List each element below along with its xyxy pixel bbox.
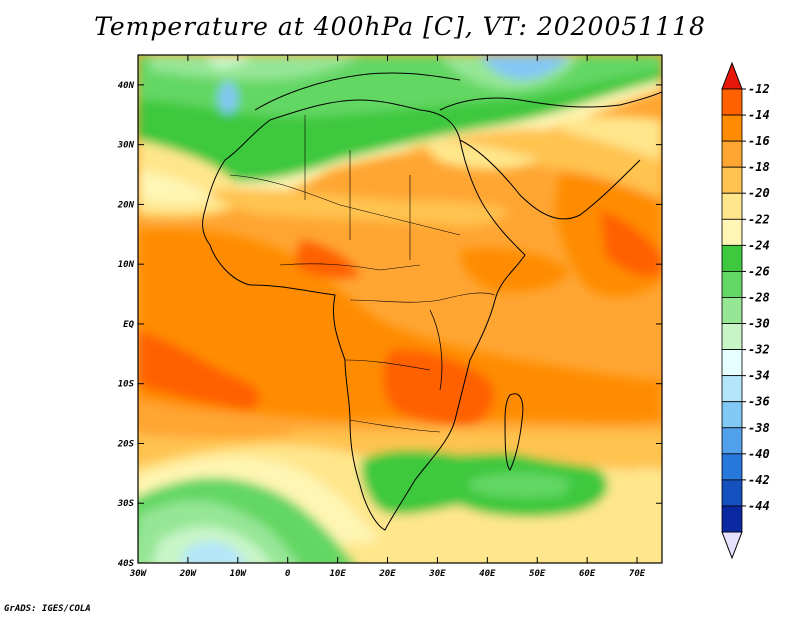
lat-tick-label: 30N bbox=[117, 141, 135, 151]
colorbar-segment bbox=[721, 427, 743, 455]
plot-frame bbox=[137, 54, 663, 564]
colorbar-segment bbox=[721, 505, 743, 533]
lat-tick-label: 10N bbox=[118, 260, 135, 270]
colorbar-segment bbox=[721, 192, 743, 220]
colorbar-label: -40 bbox=[748, 447, 770, 461]
lat-tick-label: 40S bbox=[118, 559, 135, 569]
colorbar-segment bbox=[721, 375, 743, 403]
lat-tick-label: 40N bbox=[118, 81, 135, 91]
lon-tick-label: 20E bbox=[378, 569, 396, 579]
colorbar-segment bbox=[721, 114, 743, 142]
lon-tick-label: 10E bbox=[329, 569, 346, 579]
colorbar-label: -38 bbox=[748, 421, 770, 435]
colorbar-top-cap bbox=[721, 61, 743, 90]
lon-tick-label: 60E bbox=[579, 569, 596, 579]
colorbar-segment bbox=[721, 323, 743, 350]
colorbar-label: -36 bbox=[748, 395, 770, 409]
colorbar-labels: -12 -14 -16 -18 -20 -22 -24 -26 -28 -30 -32 -34 -36 -… bbox=[742, 82, 770, 513]
lon-tick-label: 20W bbox=[179, 569, 198, 579]
colorbar-segment bbox=[721, 297, 743, 324]
colorbar-label: -44 bbox=[748, 499, 770, 513]
colorbar-segment bbox=[721, 218, 743, 246]
colorbar-segment bbox=[721, 401, 743, 429]
colorbar-segment bbox=[721, 271, 743, 298]
lat-tick-label: 10S bbox=[118, 380, 135, 390]
colorbar-label: -12 bbox=[748, 82, 770, 96]
colorbar-label: -14 bbox=[748, 108, 770, 122]
colorbar-label: -22 bbox=[748, 212, 770, 226]
colorbar-segment bbox=[721, 88, 743, 116]
colorbar-label: -34 bbox=[748, 369, 770, 383]
colorbar-segment bbox=[721, 166, 743, 194]
axis-ticks bbox=[137, 55, 662, 564]
colorbar-segment bbox=[721, 244, 743, 272]
temperature-field bbox=[138, 55, 662, 563]
colorbar-label: -20 bbox=[748, 186, 770, 200]
colorbar-label: -42 bbox=[748, 473, 770, 487]
colorbar-label: -26 bbox=[748, 264, 770, 278]
lat-tick-label: 20S bbox=[117, 439, 135, 449]
colorbar-label: -32 bbox=[748, 343, 770, 357]
lat-tick-label: EQ bbox=[123, 320, 134, 330]
colorbar-label: -28 bbox=[748, 290, 770, 304]
lon-tick-label: 0 bbox=[285, 569, 291, 579]
lon-tick-label: 10W bbox=[230, 569, 248, 579]
grads-credit: GrADS: IGES/COLA bbox=[4, 604, 91, 614]
lon-tick-label: 30E bbox=[428, 569, 446, 579]
lon-tick-label: 40E bbox=[479, 569, 496, 579]
colorbar-segment bbox=[721, 349, 743, 377]
colorbar-label: -24 bbox=[748, 238, 770, 252]
colorbar-label: -30 bbox=[748, 317, 770, 331]
colorbar bbox=[721, 61, 743, 560]
lat-tick-label: 20N bbox=[117, 200, 135, 210]
coastlines bbox=[202, 72, 662, 531]
colorbar-segment bbox=[721, 479, 743, 507]
colorbar-segment bbox=[721, 140, 743, 168]
lon-tick-label: 30W bbox=[129, 569, 148, 579]
longitude-labels: 30W 20W 10W 0 10E 20E 30E 40E 50E 60E 70E bbox=[129, 569, 646, 579]
lon-tick-label: 50E bbox=[529, 569, 546, 579]
lat-tick-label: 30S bbox=[117, 499, 135, 509]
colorbar-label: -18 bbox=[748, 160, 770, 174]
lon-tick-label: 70E bbox=[629, 569, 646, 579]
colorbar-segment bbox=[721, 453, 743, 481]
map-title: Temperature at 400hPa [C], VT: 202005111… bbox=[94, 12, 706, 41]
colorbar-label: -16 bbox=[748, 134, 770, 148]
colorbar-bottom-cap bbox=[721, 531, 743, 560]
latitude-labels: 40N 30N 20N 10N EQ 10S 20S 30S 40S bbox=[117, 81, 135, 569]
